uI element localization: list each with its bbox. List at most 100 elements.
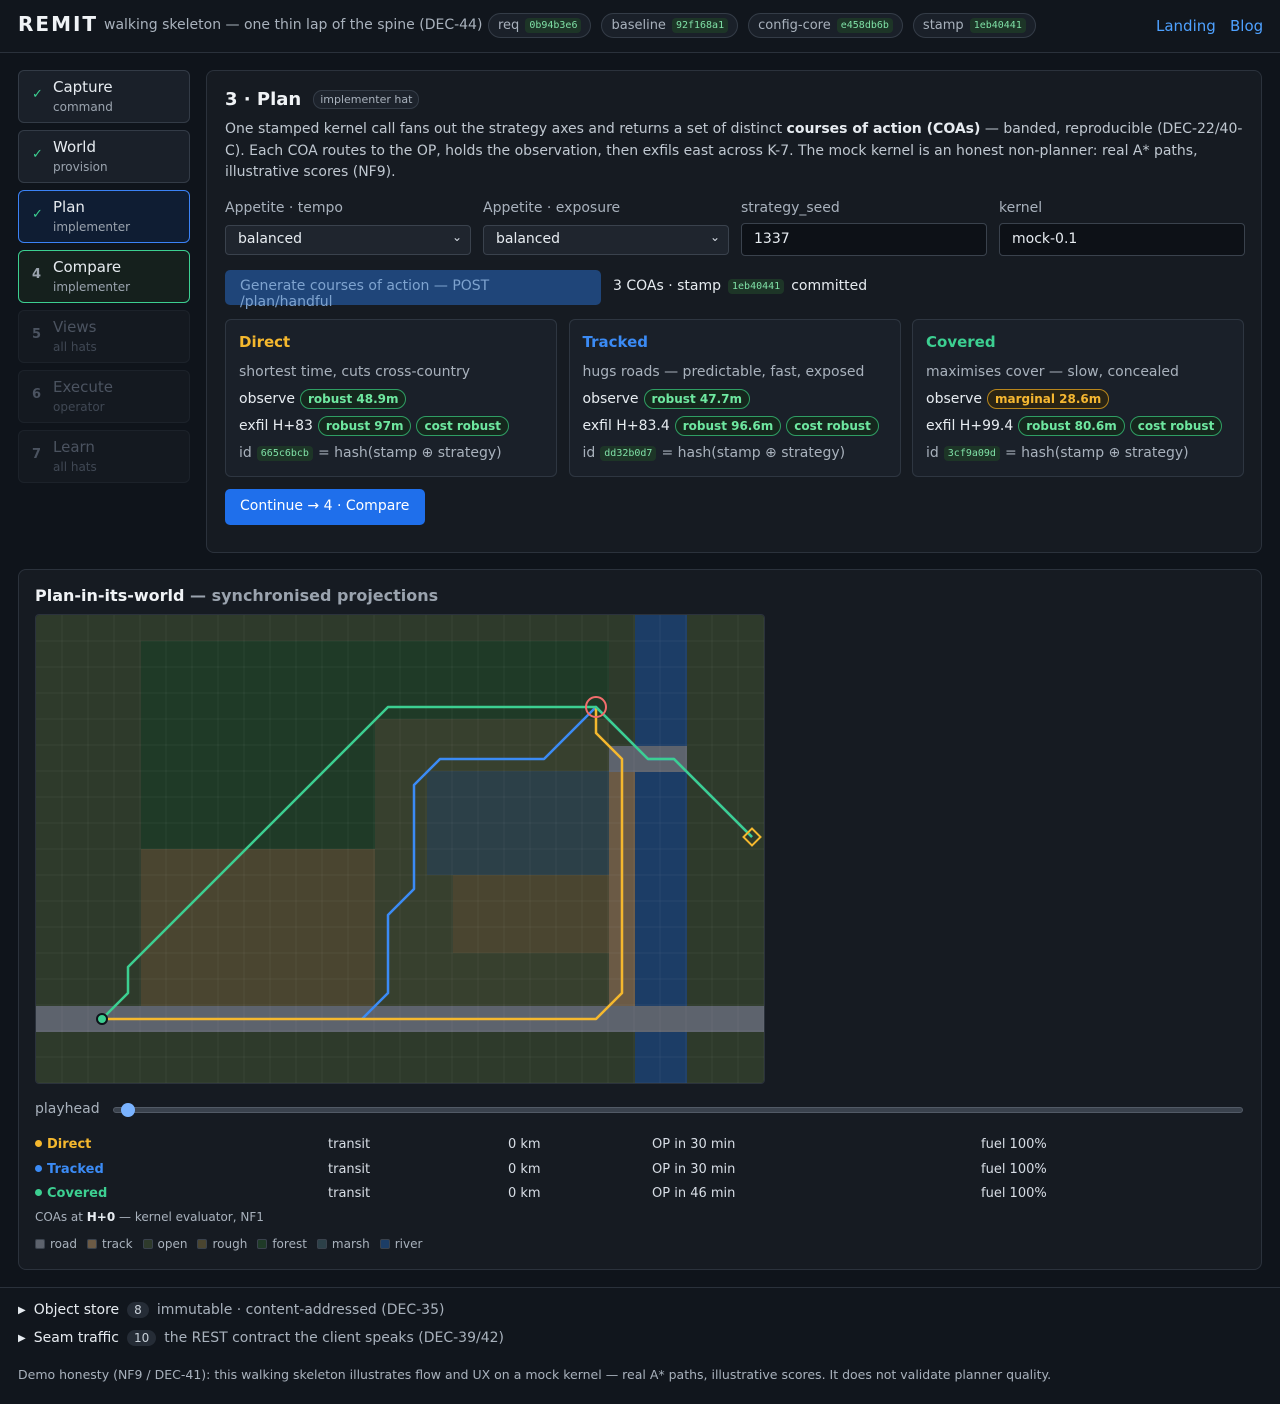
row-distance: 0 km	[508, 1137, 541, 1152]
row-dot	[35, 1164, 42, 1172]
chip: req 0b94b3e6	[488, 13, 592, 38]
plan-title: 3 · Plan	[225, 89, 302, 110]
step[interactable]: 6 Execute operator	[18, 370, 190, 423]
field-value: balanced	[238, 231, 303, 247]
chip: stamp 1eb40441	[912, 13, 1036, 38]
field-label: Appetite · tempo	[225, 200, 343, 216]
observe-row: observe robust 47.7m	[583, 389, 750, 409]
chip-label: req	[498, 18, 520, 33]
observe-badge: robust 48.9m	[300, 389, 407, 409]
observe-label: observe	[926, 391, 983, 407]
terrain-rough	[141, 849, 375, 1006]
legend-swatch	[379, 1239, 390, 1249]
chip-hash: 0b94b3e6	[525, 18, 582, 33]
coa-name: Covered	[926, 333, 996, 351]
text-input[interactable]: 1337	[741, 223, 987, 256]
coa-card: Direct shortest time, cuts cross-country o…	[225, 319, 557, 477]
chip-label: baseline	[611, 18, 666, 33]
exfil-row: exfil H+99.4 robust 80.6m cost robust	[926, 416, 1223, 436]
hat-badge: implementer hat	[313, 90, 420, 109]
step-name: Capture	[53, 78, 113, 96]
legend-swatch	[197, 1239, 208, 1249]
tagline: walking skeleton — one thin lap of the s…	[104, 17, 483, 33]
plan-intro: One stamped kernel call fans out the str…	[225, 119, 1250, 184]
details-count: 10	[126, 1330, 157, 1346]
disclosure-triangle: ▶	[18, 1304, 26, 1316]
nav-link[interactable]: Landing	[1156, 17, 1216, 35]
step[interactable]: ✓ Plan implementer	[18, 190, 190, 243]
route	[102, 707, 624, 1021]
row-state: transit	[328, 1186, 371, 1201]
select-caret: ⌄	[451, 230, 462, 244]
caption-text: H+0	[86, 1210, 116, 1224]
step[interactable]: 7 Learn all hats	[18, 430, 190, 483]
status-tail: committed	[791, 278, 868, 294]
row-state: transit	[328, 1137, 371, 1152]
step-role: implementer	[53, 280, 131, 294]
row-name: Covered	[35, 1186, 107, 1201]
select[interactable]: balanced ⌄	[225, 225, 471, 255]
step[interactable]: 5 Views all hats	[18, 310, 190, 363]
legend-item: forest	[257, 1237, 307, 1251]
row-fuel: fuel 100%	[981, 1161, 1047, 1177]
row-state: transit	[328, 1161, 371, 1177]
details-note: the REST contract the client speaks (DEC…	[164, 1330, 504, 1346]
disclosure-triangle: ▶	[18, 1332, 26, 1344]
terrain-rough	[453, 875, 609, 953]
details-title: Object store	[33, 1302, 120, 1318]
legend-item: river	[379, 1237, 422, 1251]
intro-text: One stamped kernel call fans out the str…	[225, 121, 787, 137]
row-op: OP in 46 min	[652, 1186, 736, 1201]
continue-button[interactable]: Continue → 4 · Compare	[225, 489, 425, 525]
step[interactable]: ✓ World provision	[18, 130, 190, 183]
plan-title-row: 3 · Plan implementer hat	[225, 89, 420, 110]
details-summary[interactable]: ▶ Object store 8 immutable · content-addres…	[18, 1302, 444, 1318]
legend: road track open rough forest marsh river	[35, 1237, 422, 1251]
observe-badge: marginal 28.6m	[987, 389, 1110, 409]
chip-hash: 1eb40441	[969, 18, 1026, 33]
intro-text: courses of action (COAs)	[786, 121, 981, 137]
field-value: 1337	[754, 231, 790, 247]
select[interactable]: balanced ⌄	[483, 225, 729, 255]
nav-link[interactable]: Blog	[1230, 17, 1264, 35]
step-role: command	[53, 100, 113, 114]
text-input[interactable]: mock-0.1	[999, 223, 1245, 256]
coa-desc: maximises cover — slow, concealed	[926, 364, 1179, 380]
legend-swatch	[257, 1239, 268, 1249]
select-caret: ⌄	[709, 230, 720, 244]
field-label: kernel	[999, 200, 1043, 216]
row-name: Tracked	[35, 1162, 104, 1177]
row-distance: 0 km	[508, 1186, 541, 1201]
step[interactable]: 4 Compare implementer	[18, 250, 190, 303]
generate-button[interactable]: Generate courses of action — POST /plan/…	[225, 270, 601, 310]
legend-label: open	[157, 1237, 188, 1251]
step-name: Execute	[53, 378, 113, 396]
legend-item: marsh	[316, 1237, 370, 1251]
chip: config-core e458db6b	[748, 13, 903, 38]
details-title: Seam traffic	[33, 1330, 119, 1346]
id-row: id 3cf9a09d = hash(stamp ⊕ strategy)	[926, 445, 1189, 461]
chip-row: req 0b94b3e6 baseline 92f168a1 config-core e4…	[488, 13, 1036, 38]
row-name-text: Direct	[47, 1137, 92, 1152]
legend-item: open	[142, 1237, 188, 1251]
legend-swatch	[86, 1239, 97, 1249]
field-value: balanced	[496, 231, 561, 247]
row-distance: 0 km	[508, 1161, 541, 1177]
playhead-slider[interactable]	[113, 1103, 1243, 1117]
field-label: Appetite · exposure	[483, 200, 621, 216]
chip-hash: 92f168a1	[671, 18, 729, 33]
exfil-row: exfil H+83 robust 97m cost robust	[239, 416, 510, 436]
step-name: Compare	[53, 258, 122, 276]
slider-thumb	[121, 1103, 135, 1117]
step-role: all hats	[53, 460, 97, 474]
step-marker: ✓	[32, 207, 43, 222]
details-summary[interactable]: ▶ Seam traffic 10 the REST contract the cli…	[18, 1330, 504, 1346]
legend-item: road	[35, 1237, 77, 1251]
exfil-marker	[742, 827, 762, 847]
row-dot	[35, 1189, 42, 1196]
details-note: immutable · content-addressed (DEC-35)	[156, 1302, 445, 1318]
status-hash: 1eb40441	[728, 278, 785, 294]
footer-note: Demo honesty (NF9 / DEC-41): this walkin…	[18, 1367, 1052, 1382]
exfil-label: exfil H+83	[239, 418, 313, 434]
step[interactable]: ✓ Capture command	[18, 70, 190, 123]
